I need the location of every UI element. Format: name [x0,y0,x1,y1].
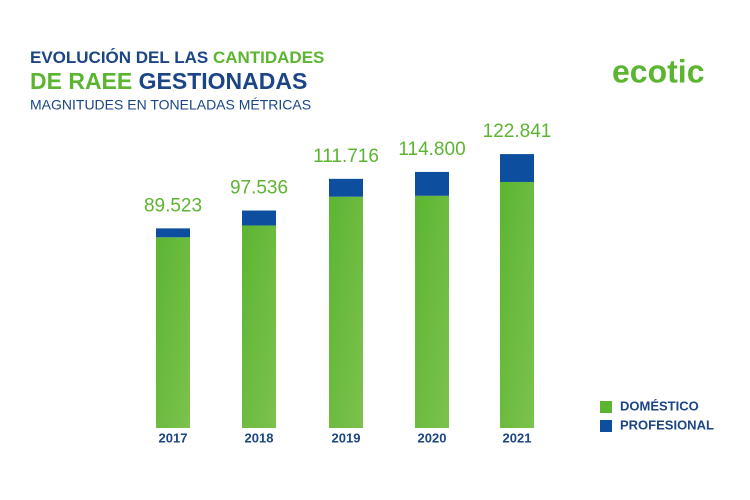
title-line-2: DE RAEE GESTIONADAS [30,68,307,94]
title-line-1: EVOLUCIÓN DEL LAS CANTIDADES [30,48,324,67]
legend-swatch [600,420,612,432]
x-tick-label: 2019 [332,430,361,445]
title-part: EVOLUCIÓN DEL LAS [30,48,213,67]
total-label: 114.800 [398,139,465,160]
total-label: 97.536 [230,177,288,198]
x-tick-label: 2018 [245,430,274,445]
bar-segment [242,210,276,226]
bar-segment [500,181,534,428]
logo: ecotic [612,53,704,89]
bar-segment [156,228,190,238]
bar-segment [500,154,534,182]
title-part: GESTIONADAS [139,68,308,94]
x-tick-label: 2017 [159,430,188,445]
bar-segment [242,225,276,428]
total-label: 111.716 [313,146,379,167]
bar-segment [329,196,363,428]
legend-label: PROFESIONAL [620,417,714,432]
legend-swatch [600,401,612,413]
total-label: 122.841 [483,121,552,142]
title-part: CANTIDADES [213,48,324,67]
title-part: DE RAEE [30,68,139,94]
bar-segment [415,171,449,196]
bar-segment [329,178,363,197]
bar-segment [156,237,190,428]
bar-segment [415,195,449,428]
subtitle: MAGNITUDES EN TONELADAS MÉTRICAS [30,97,311,113]
legend-label: DOMÉSTICO [620,398,699,413]
x-tick-label: 2021 [503,430,532,445]
x-tick-label: 2020 [418,430,447,445]
total-label: 89.523 [144,195,202,216]
